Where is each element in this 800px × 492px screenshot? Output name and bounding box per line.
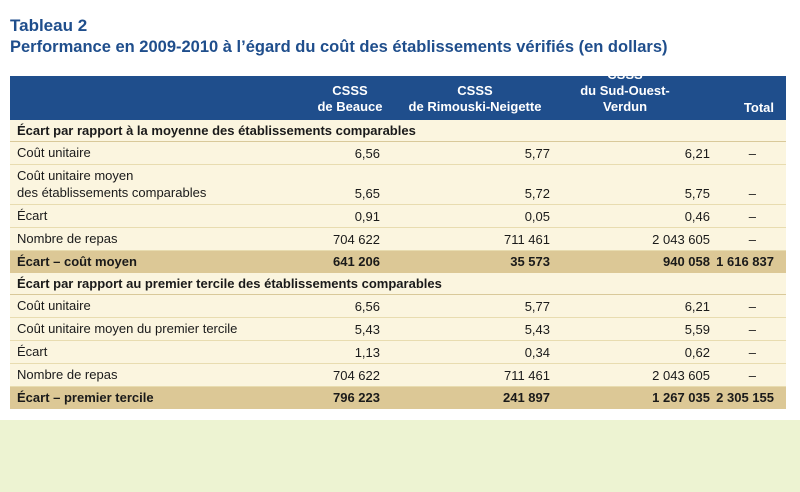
cell-value: 5,72 xyxy=(524,186,550,201)
cell-value: – xyxy=(748,368,756,383)
cell-value: 1 267 035 xyxy=(652,390,710,405)
table-title: Performance en 2009-2010 à l’égard du co… xyxy=(10,38,668,56)
cell-value: 704 622 xyxy=(333,232,380,247)
table-row: Nombre de repas 704 622 711 461 2 043 60… xyxy=(10,228,786,251)
row-label: Écart – premier tercile xyxy=(17,390,154,405)
cell-value: 6,56 xyxy=(354,299,380,314)
cell-value: 1,13 xyxy=(354,345,380,360)
cell-value: 796 223 xyxy=(333,390,380,405)
row-label: Écart xyxy=(17,344,48,359)
cell-value: – xyxy=(748,299,756,314)
table-row: Coût unitaire 6,56 5,77 6,21 – xyxy=(10,295,786,318)
table-caption: Tableau 2 Performance en 2009-2010 à l’é… xyxy=(10,16,668,57)
cell-value: 0,91 xyxy=(354,209,380,224)
cell-value: – xyxy=(748,345,756,360)
table-row: Coût unitaire moyen des établissements c… xyxy=(10,165,786,205)
table-row: Nombre de repas 704 622 711 461 2 043 60… xyxy=(10,364,786,387)
cell-value: 5,77 xyxy=(524,299,550,314)
cell-value: 241 897 xyxy=(503,390,550,405)
page-background-band xyxy=(0,420,800,492)
row-label: Coût unitaire moyen du premier tercile xyxy=(17,321,238,336)
row-label: Écart – coût moyen xyxy=(17,254,137,269)
total-row-moyenne: Écart – coût moyen 641 206 35 573 940 05… xyxy=(10,251,786,273)
row-label: Coût unitaire moyen des établissements c… xyxy=(17,168,207,200)
cell-value: 6,56 xyxy=(354,146,380,161)
cell-value: 0,05 xyxy=(524,209,550,224)
table-number: Tableau 2 xyxy=(10,16,88,35)
cell-value: 35 573 xyxy=(510,254,550,269)
cell-value: – xyxy=(748,186,756,201)
cell-value: 6,21 xyxy=(684,299,710,314)
cell-value: 711 461 xyxy=(503,232,550,247)
performance-table: CSSS de Beauce CSSS de Rimouski-Neigette… xyxy=(10,67,786,409)
cell-value: – xyxy=(748,209,756,224)
total-row-tercile: Écart – premier tercile 796 223 241 897 … xyxy=(10,387,786,409)
table-row: Coût unitaire moyen du premier tercile 5… xyxy=(10,318,786,341)
cell-value: 2 043 605 xyxy=(652,368,710,383)
cell-value: 5,75 xyxy=(684,186,710,201)
row-label: Coût unitaire xyxy=(17,298,91,313)
header-col-rimouski: CSSS de Rimouski-Neigette xyxy=(408,83,542,114)
cell-value: 5,59 xyxy=(684,322,710,337)
section-heading-moyenne: Écart par rapport à la moyenne des établ… xyxy=(10,120,786,142)
row-label: Nombre de repas xyxy=(17,231,118,246)
section-heading-tercile: Écart par rapport au premier tercile des… xyxy=(10,273,786,295)
cell-value: 641 206 xyxy=(333,254,380,269)
cell-value: 1 616 837 xyxy=(716,254,774,269)
cell-value: – xyxy=(748,146,756,161)
table-row: Écart 1,13 0,34 0,62 – xyxy=(10,341,786,364)
cell-value: – xyxy=(748,322,756,337)
cell-value: 711 461 xyxy=(503,368,550,383)
row-label: Nombre de repas xyxy=(17,367,118,382)
cell-value: 5,43 xyxy=(524,322,550,337)
cell-value: 0,34 xyxy=(524,345,550,360)
cell-value: – xyxy=(748,232,756,247)
cell-value: 2 305 155 xyxy=(716,390,774,405)
cell-value: 704 622 xyxy=(333,368,380,383)
row-label: Écart xyxy=(17,208,48,223)
header-col-total: Total xyxy=(743,100,774,115)
header-col-sud-ouest-verdun: CSSS du Sud-Ouest-Verdun xyxy=(580,67,670,114)
cell-value: 5,77 xyxy=(524,146,550,161)
cell-value: 2 043 605 xyxy=(652,232,710,247)
cell-value: 0,62 xyxy=(684,345,710,360)
cell-value: 940 058 xyxy=(663,254,710,269)
table-row: Coût unitaire 6,56 5,77 6,21 – xyxy=(10,142,786,165)
cell-value: 5,65 xyxy=(354,186,380,201)
table-row: Écart 0,91 0,05 0,46 – xyxy=(10,205,786,228)
cell-value: 5,43 xyxy=(354,322,380,337)
table-header-row: CSSS de Beauce CSSS de Rimouski-Neigette… xyxy=(10,67,786,120)
header-col-beauce: CSSS de Beauce xyxy=(317,83,383,114)
cell-value: 6,21 xyxy=(684,146,710,161)
cell-value: 0,46 xyxy=(684,209,710,224)
row-label: Coût unitaire xyxy=(17,145,91,160)
